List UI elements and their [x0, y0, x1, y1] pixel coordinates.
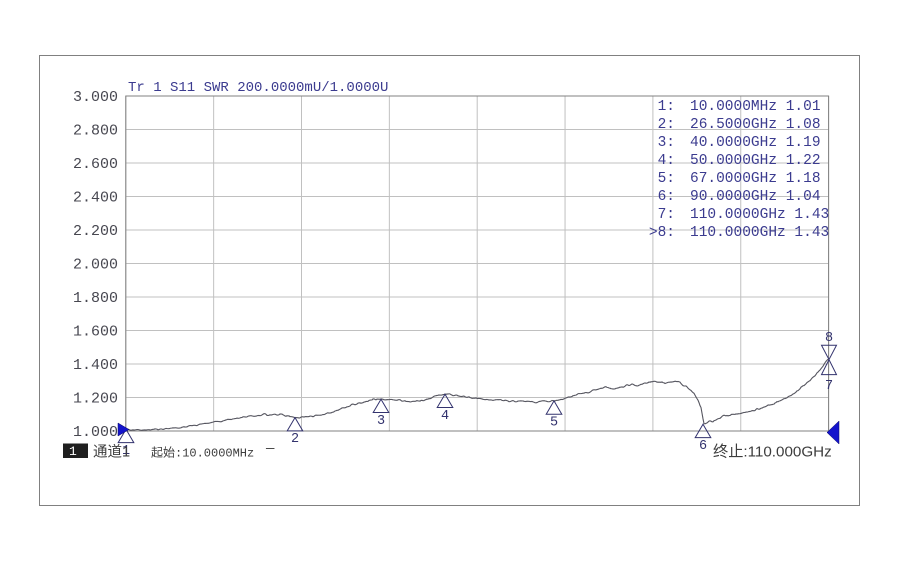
svg-text:1: 1: [69, 444, 77, 459]
svg-text:3.000: 3.000: [73, 89, 118, 106]
svg-text:7: 7: [825, 379, 833, 394]
svg-text:终止:110.000GHz: 终止:110.000GHz: [713, 444, 832, 461]
svg-text:>8:: >8:: [649, 225, 675, 241]
svg-text:起始:10.0000MHz: 起始:10.0000MHz: [151, 446, 254, 461]
svg-text:5: 5: [550, 416, 558, 431]
svg-text:4:: 4:: [658, 153, 675, 169]
svg-text:2:: 2:: [658, 117, 675, 133]
svg-text:2.200: 2.200: [73, 223, 118, 240]
svg-text:Tr 1 S11 SWR 200.0000mU/1.000: Tr 1 S11 SWR 200.0000mU/1.0000U: [128, 80, 388, 96]
svg-text:7:: 7:: [658, 207, 675, 223]
svg-text:通道1: 通道1: [93, 444, 130, 461]
svg-text:110.0000GHz 1.43: 110.0000GHz 1.43: [690, 207, 829, 223]
svg-text:2.600: 2.600: [73, 156, 118, 173]
svg-text:1.800: 1.800: [73, 290, 118, 307]
svg-text:90.0000GHz 1.04: 90.0000GHz 1.04: [690, 189, 821, 205]
svg-text:3: 3: [377, 414, 385, 429]
svg-text:3:: 3:: [658, 135, 675, 151]
svg-text:4: 4: [441, 409, 449, 424]
svg-text:67.0000GHz 1.18: 67.0000GHz 1.18: [690, 171, 821, 187]
svg-text:6: 6: [699, 439, 707, 454]
svg-text:110.0000GHz 1.43: 110.0000GHz 1.43: [690, 225, 829, 241]
svg-text:—: —: [265, 441, 275, 457]
svg-text:1.400: 1.400: [73, 357, 118, 374]
svg-text:1:: 1:: [658, 99, 675, 115]
svg-text:1.000: 1.000: [73, 424, 118, 441]
svg-text:26.5000GHz 1.08: 26.5000GHz 1.08: [690, 117, 821, 133]
svg-text:5:: 5:: [658, 171, 675, 187]
svg-text:10.0000MHz 1.01: 10.0000MHz 1.01: [690, 99, 821, 115]
svg-text:2.000: 2.000: [73, 257, 118, 274]
svg-text:40.0000GHz 1.19: 40.0000GHz 1.19: [690, 135, 821, 151]
svg-text:1.200: 1.200: [73, 391, 118, 408]
svg-text:6:: 6:: [658, 189, 675, 205]
svg-text:1.600: 1.600: [73, 324, 118, 341]
svg-text:8: 8: [825, 331, 833, 346]
svg-text:2.400: 2.400: [73, 190, 118, 207]
svg-text:2.800: 2.800: [73, 123, 118, 140]
svg-text:50.0000GHz 1.22: 50.0000GHz 1.22: [690, 153, 821, 169]
svg-text:2: 2: [291, 432, 299, 447]
